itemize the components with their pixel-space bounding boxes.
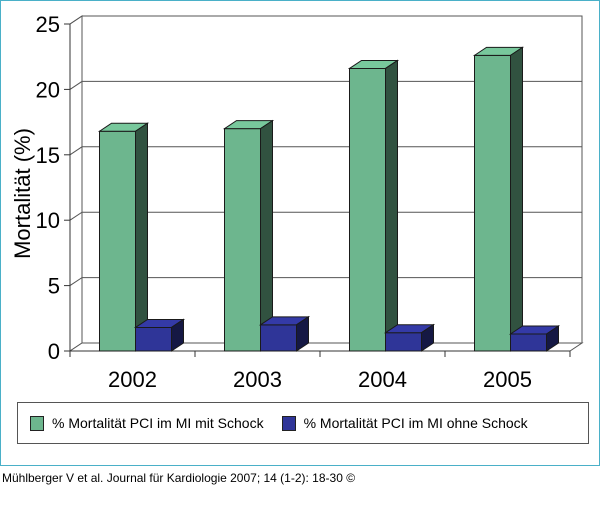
bar-side-with-shock-2002 xyxy=(135,122,148,352)
bar-with-shock-2003 xyxy=(224,128,261,352)
bar-without-shock-2004 xyxy=(385,332,422,352)
gridline xyxy=(69,80,582,90)
bar-chart: 0 5 10 15 20 25 Mortalität (%) 2002 2003 2004 2005 xyxy=(10,12,584,392)
bar-side-without-shock-2004 xyxy=(421,323,434,352)
legend-swatch-with-shock xyxy=(30,415,44,431)
y-axis-title: Mortalität (%) xyxy=(10,128,35,259)
y-tick-label: 25 xyxy=(36,12,60,37)
bar-side-without-shock-2005 xyxy=(546,325,559,352)
x-tick-label: 2003 xyxy=(233,367,282,392)
legend-label-with-shock: % Mortalität PCI im MI mit Schock xyxy=(52,415,264,431)
bar-side-with-shock-2004 xyxy=(385,59,398,352)
legend-item-with-shock: % Mortalität PCI im MI mit Schock xyxy=(30,415,264,431)
plot-side-wall xyxy=(69,15,83,352)
bar-side-without-shock-2003 xyxy=(296,315,309,352)
y-tick-label: 20 xyxy=(36,77,60,102)
bar-side-without-shock-2002 xyxy=(171,318,184,352)
bar-side-with-shock-2005 xyxy=(510,46,523,352)
bar-without-shock-2005 xyxy=(510,333,547,352)
legend-swatch-without-shock xyxy=(281,415,296,431)
x-tick-label: 2002 xyxy=(108,367,157,392)
source-citation: Mühlberger V et al. Journal für Kardiolo… xyxy=(2,471,356,485)
gridline xyxy=(69,15,582,25)
bar-side-with-shock-2003 xyxy=(260,119,273,352)
y-tick-label: 0 xyxy=(48,339,60,364)
bar-with-shock-2004 xyxy=(349,67,386,352)
bar-with-shock-2002 xyxy=(99,130,136,352)
bar-with-shock-2005 xyxy=(474,54,511,352)
legend-label-without-shock: % Mortalität PCI im MI ohne Schock xyxy=(303,415,528,431)
x-tick-label: 2004 xyxy=(358,367,407,392)
y-tick-label: 5 xyxy=(48,274,60,299)
gridline xyxy=(69,277,582,287)
gridline xyxy=(69,211,582,221)
bar-without-shock-2002 xyxy=(135,326,172,352)
bar-without-shock-2003 xyxy=(260,324,297,352)
gridline xyxy=(69,146,582,156)
y-tick-label: 15 xyxy=(36,143,60,168)
x-tick-label: 2005 xyxy=(483,367,532,392)
y-tick-label: 10 xyxy=(36,208,60,233)
legend-item-without-shock: % Mortalität PCI im MI ohne Schock xyxy=(281,415,528,431)
legend: % Mortalität PCI im MI mit Schock % Mort… xyxy=(17,402,589,444)
